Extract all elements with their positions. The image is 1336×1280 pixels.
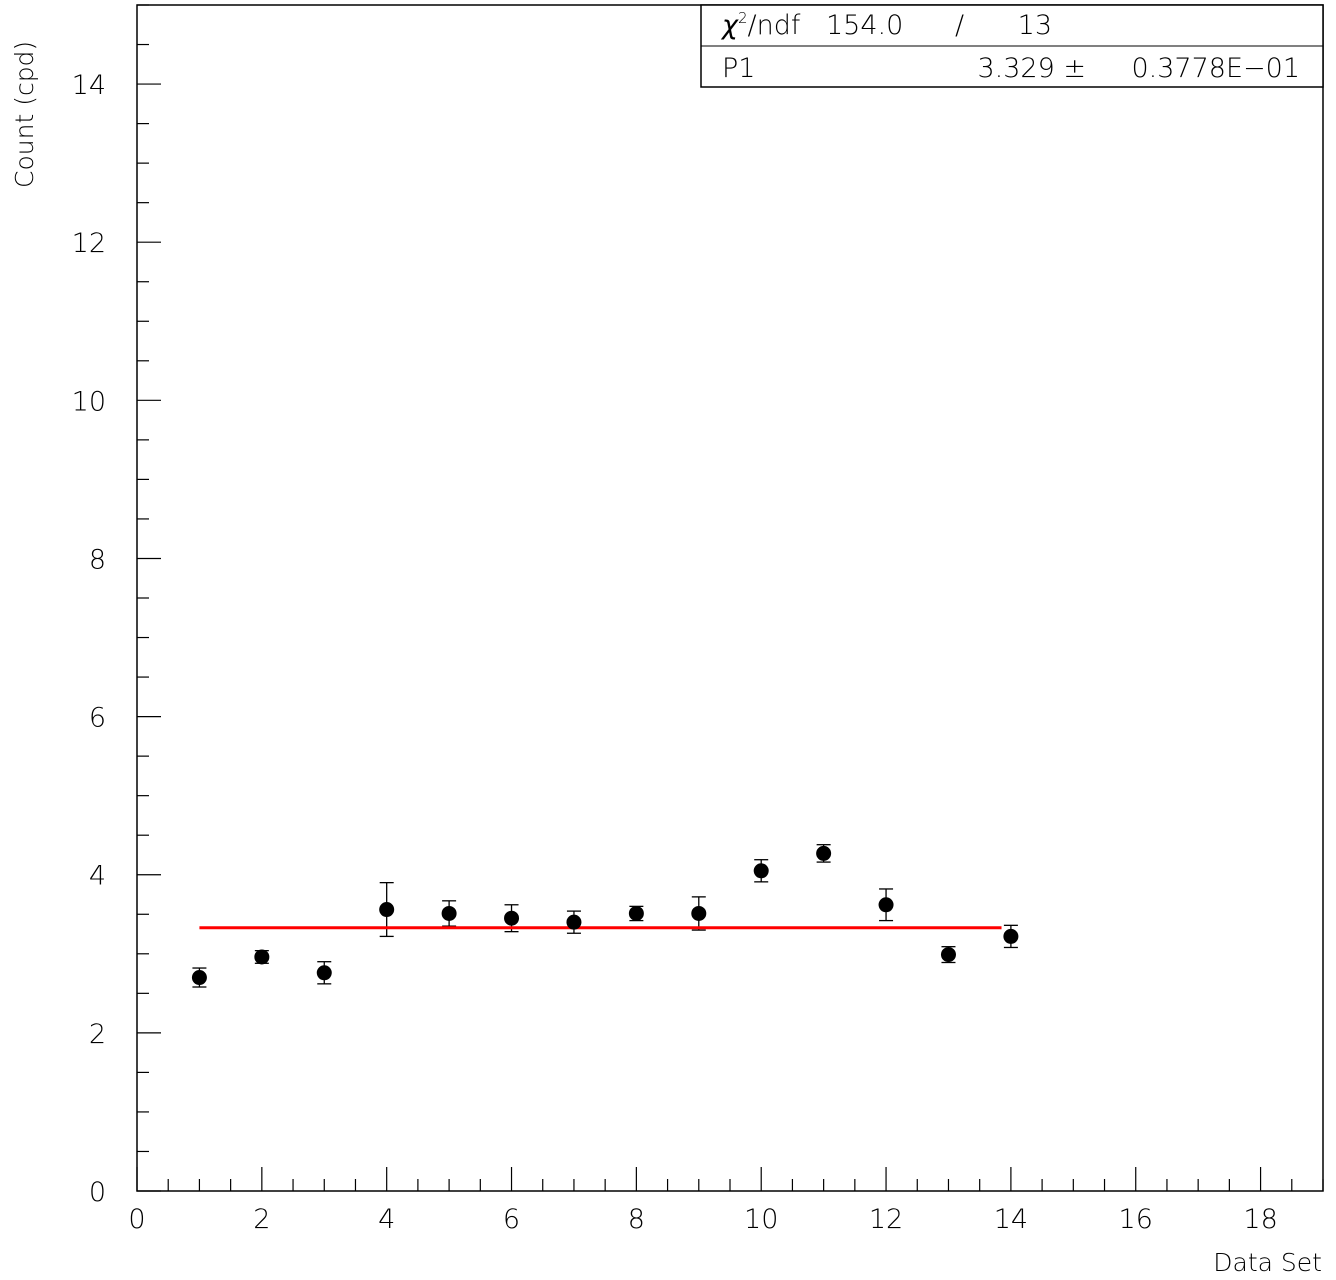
stats-p1-error: 0.3778E−01: [1131, 53, 1300, 84]
data-point: [316, 965, 332, 981]
y-tick-label: 6: [89, 703, 106, 734]
data-points: [191, 845, 1019, 986]
stats-chi2-separator: /: [955, 10, 964, 41]
data-point: [940, 947, 956, 963]
x-tick-label: 4: [378, 1204, 395, 1235]
x-axis-ticks: [136, 1167, 1324, 1191]
data-point: [566, 914, 582, 930]
data-point: [254, 949, 270, 965]
y-axis-ticks: [137, 4, 161, 1192]
data-point: [191, 970, 207, 986]
x-tick-label: 18: [1243, 1204, 1277, 1235]
stats-chi2-label: χ2/ndf: [720, 9, 801, 41]
x-tick-label: 0: [128, 1204, 145, 1235]
stats-box: χ2/ndf 154.0 / 13 P1 3.329 ± 0.3778E−01: [700, 4, 1324, 88]
x-tick-label: 10: [744, 1204, 778, 1235]
x-tick-label: 6: [503, 1204, 520, 1235]
data-point: [691, 905, 707, 921]
y-axis-tick-labels: 0 2 4 6 8 10 12 14: [72, 70, 106, 1208]
data-point: [1003, 928, 1019, 944]
x-tick-label: 16: [1119, 1204, 1153, 1235]
data-point: [753, 863, 769, 879]
y-tick-label: 0: [89, 1177, 106, 1208]
stats-p1-label: P1: [722, 53, 755, 84]
data-point: [504, 910, 520, 926]
x-axis-tick-labels: 0 2 4 6 8 10 12 14 16 18: [128, 1204, 1277, 1235]
y-tick-label: 12: [72, 228, 106, 259]
y-tick-label: 8: [89, 544, 106, 575]
data-point: [441, 905, 457, 921]
stats-p1-value: 3.329 ±: [977, 53, 1086, 84]
stats-ndf-value: 13: [1018, 10, 1052, 41]
plot-frame: [136, 4, 1324, 1192]
error-bars: [192, 844, 1018, 988]
stats-chi2-value: 154.0: [826, 10, 903, 41]
data-point: [816, 845, 832, 861]
data-point: [379, 902, 395, 918]
data-point: [628, 905, 644, 921]
x-tick-label: 12: [869, 1204, 903, 1235]
x-tick-label: 8: [628, 1204, 645, 1235]
y-tick-label: 10: [72, 386, 106, 417]
y-tick-label: 14: [72, 70, 106, 101]
x-axis-title: Data Set: [1213, 1248, 1322, 1277]
data-point: [878, 897, 894, 913]
y-axis-title: Count (cpd): [10, 41, 39, 188]
y-tick-label: 2: [89, 1019, 106, 1050]
y-tick-label: 4: [89, 861, 106, 892]
x-tick-label: 14: [994, 1204, 1028, 1235]
x-tick-label: 2: [253, 1204, 270, 1235]
